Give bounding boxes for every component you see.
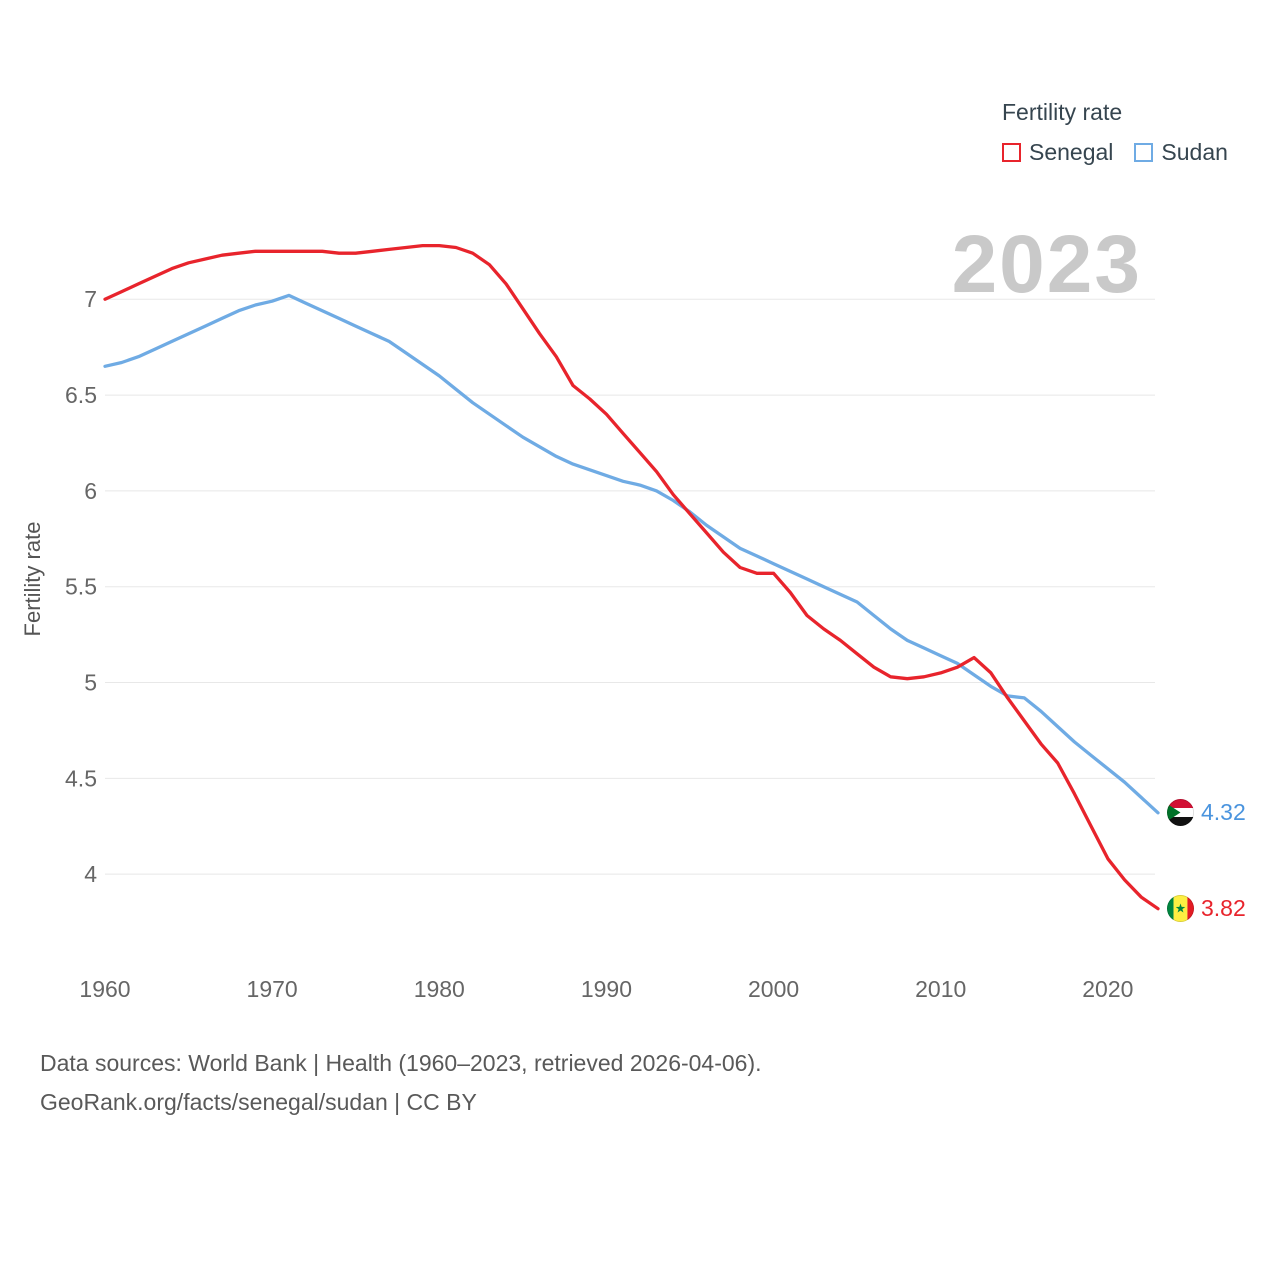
- x-tick-label: 2000: [748, 976, 799, 1002]
- sudan-end-value: 4.32: [1201, 798, 1246, 825]
- data-source-line: Data sources: World Bank | Health (1960–…: [40, 1050, 762, 1076]
- legend-item-sudan[interactable]: Sudan: [1134, 139, 1228, 166]
- y-tick-label: 7: [84, 286, 97, 312]
- legend-item-label: Sudan: [1161, 139, 1228, 165]
- y-tick-label: 6.5: [65, 382, 97, 408]
- fertility-line-chart: 4 4.5 5 5.5 6 6.5 7 1960 1970 1980 1990 2000 2010 202…: [65, 243, 1160, 1002]
- attribution-line: GeoRank.org/facts/senegal/sudan | CC BY: [40, 1089, 477, 1115]
- x-tick-label: 2020: [1082, 976, 1133, 1002]
- senegal-end-value: 3.82: [1201, 894, 1246, 921]
- y-tick-label: 4: [84, 861, 97, 887]
- y-tick-label: 5: [84, 670, 97, 696]
- y-tick-label: 4.5: [65, 765, 97, 791]
- senegal-end-label: 3.82: [1167, 894, 1246, 922]
- legend-item-senegal[interactable]: Senegal: [1002, 139, 1113, 166]
- sudan-line: [103, 293, 1160, 815]
- year-watermark: 2023: [951, 219, 1142, 310]
- y-tick-label: 6: [84, 478, 97, 504]
- sudan-flag-icon: [1167, 798, 1194, 826]
- senegal-line: [103, 243, 1160, 911]
- legend-items: Senegal Sudan: [1002, 139, 1228, 166]
- sudan-end-label: 4.32: [1167, 798, 1246, 826]
- x-tick-label: 2010: [915, 976, 966, 1002]
- x-tick-label: 1970: [247, 976, 298, 1002]
- chart-legend: Fertility rate Senegal Sudan: [1002, 99, 1228, 166]
- x-tick-label: 1960: [79, 976, 130, 1002]
- y-tick-label: 5.5: [65, 574, 97, 600]
- x-tick-label: 1980: [414, 976, 465, 1002]
- senegal-flag-icon: [1167, 894, 1194, 922]
- y-axis-title: Fertility rate: [20, 521, 45, 637]
- senegal-swatch-icon: [1002, 143, 1021, 162]
- x-tick-label: 1990: [581, 976, 632, 1002]
- legend-title: Fertility rate: [1002, 99, 1123, 125]
- legend-item-label: Senegal: [1029, 139, 1114, 165]
- sudan-swatch-icon: [1134, 143, 1154, 162]
- chart-footer: Data sources: World Bank | Health (1960–…: [40, 1044, 762, 1122]
